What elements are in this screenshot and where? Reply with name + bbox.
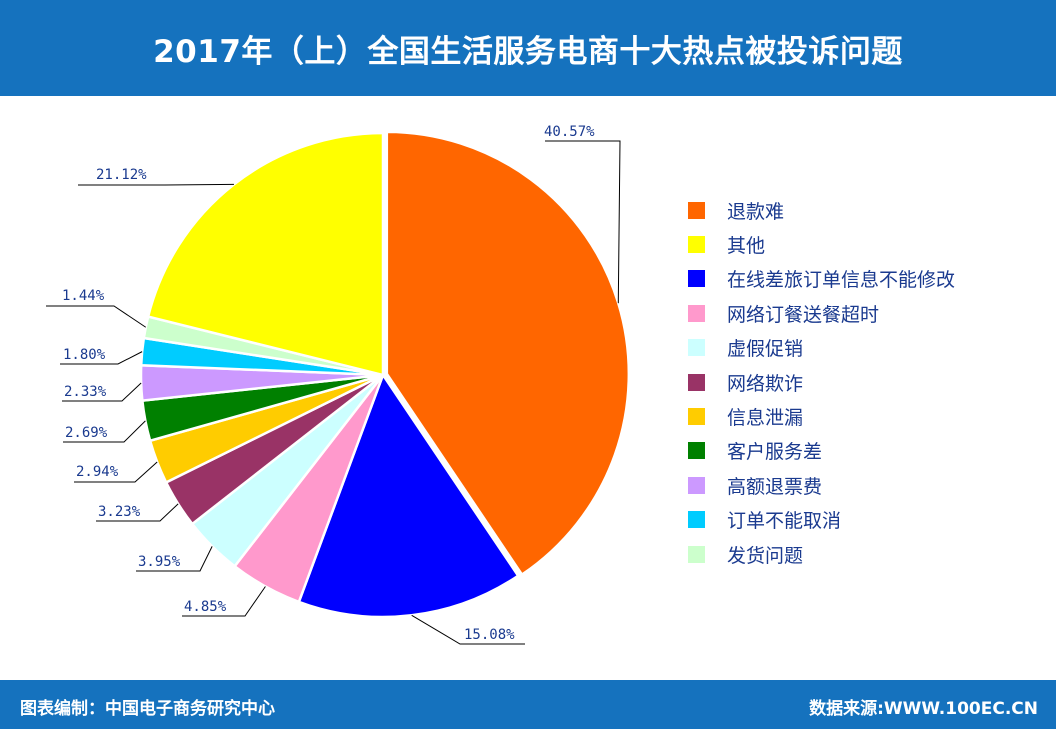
legend-item: 其他 — [688, 227, 955, 261]
data-label-8: 1.80% — [63, 347, 106, 363]
data-label-1: 15.08% — [464, 627, 515, 643]
legend-swatch — [688, 304, 705, 322]
legend-item: 在线差旅订单信息不能修改 — [688, 262, 955, 296]
leader-line-3 — [136, 546, 213, 572]
legend-swatch — [688, 373, 705, 391]
data-label-2: 4.85% — [184, 599, 227, 615]
leader-line-4 — [96, 503, 179, 522]
data-label-7: 2.33% — [64, 384, 107, 400]
legend-item: 虚假促销 — [688, 331, 955, 365]
legend-item: 订单不能取消 — [688, 503, 955, 537]
title-bar: 2017年（上）全国生活服务电商十大热点被投诉问题 — [0, 0, 1056, 96]
compiler-credit: 图表编制：中国电子商务研究中心 — [20, 699, 275, 719]
legend-label: 虚假促销 — [727, 338, 804, 361]
footer-bar: 图表编制：中国电子商务研究中心 数据来源:WWW.100EC.CN — [0, 680, 1056, 729]
legend-label: 客户服务差 — [727, 441, 823, 464]
legend-item: 信息泄漏 — [688, 399, 955, 433]
legend-swatch — [688, 408, 705, 426]
legend-label: 在线差旅订单信息不能修改 — [727, 269, 956, 292]
leader-line-0 — [545, 140, 621, 304]
legend-swatch — [688, 339, 705, 357]
pie-chart: 40.57% 15.08% 4.85% 3.95% 3.23% 2.94% 2.69% 2.3… — [46, 124, 631, 645]
data-label-5: 2.94% — [76, 464, 119, 480]
legend-item: 高额退票费 — [688, 468, 955, 502]
data-label-0: 40.57% — [544, 124, 595, 140]
chart-title: 2017年（上）全国生活服务电商十大热点被投诉问题 — [153, 33, 903, 70]
legend-label: 高额退票费 — [727, 475, 823, 498]
legend-swatch — [688, 442, 705, 460]
legend-swatch — [688, 511, 705, 529]
legend-item: 网络订餐送餐超时 — [688, 296, 955, 330]
leader-line-9 — [46, 305, 147, 328]
leader-line-6 — [63, 420, 146, 443]
legend-swatch — [688, 476, 705, 494]
data-label-6: 2.69% — [65, 425, 108, 441]
legend-label: 网络订餐送餐超时 — [727, 303, 880, 326]
legend-item: 客户服务差 — [688, 434, 955, 468]
legend-item: 退款难 — [688, 193, 955, 227]
leader-line-10 — [78, 183, 234, 186]
data-label-10: 21.12% — [96, 167, 147, 183]
legend-label: 发货问题 — [727, 544, 804, 567]
data-label-9: 1.44% — [62, 288, 105, 304]
legend-label: 订单不能取消 — [727, 510, 842, 533]
legend-label: 网络欺诈 — [727, 372, 804, 395]
legend-item: 网络欺诈 — [688, 365, 955, 399]
data-source: 数据来源:WWW.100EC.CN — [809, 699, 1038, 719]
legend-label: 信息泄漏 — [727, 407, 804, 430]
legend-label: 退款难 — [727, 200, 785, 223]
legend-swatch — [688, 270, 705, 288]
data-label-4: 3.23% — [98, 504, 141, 520]
data-label-3: 3.95% — [138, 554, 181, 570]
leader-line-2 — [182, 586, 266, 617]
leader-line-5 — [74, 461, 158, 483]
pie-slice-10 — [146, 131, 385, 377]
legend-item: 发货问题 — [688, 537, 955, 571]
leader-line-7 — [62, 382, 142, 402]
chart-legend: 退款难其他在线差旅订单信息不能修改 网络订餐送餐超时 虚假促销网络欺诈信息泄漏客户服… — [688, 193, 955, 571]
legend-label: 其他 — [727, 235, 766, 258]
leader-line-8 — [60, 351, 143, 365]
legend-swatch — [688, 236, 705, 254]
legend-swatch — [688, 201, 705, 219]
legend-swatch — [688, 545, 705, 563]
leader-line-1 — [411, 614, 525, 645]
